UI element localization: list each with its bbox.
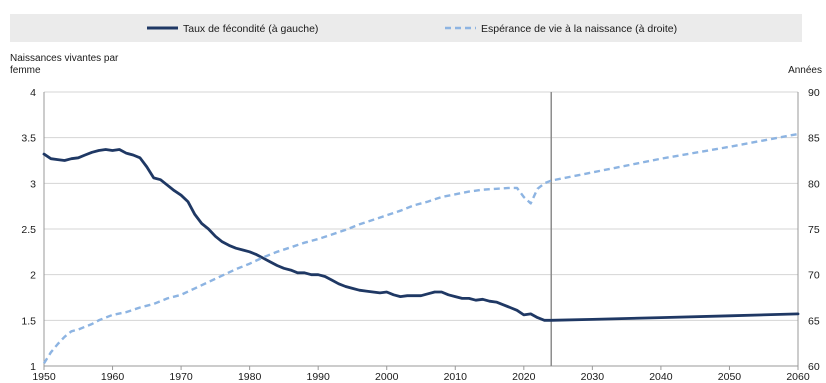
series-lines: [42, 132, 800, 364]
y-left-axis-title-line-1: Naissances vivantes par: [10, 53, 119, 64]
y-right-tick-label: 80: [808, 178, 820, 190]
tick-labels: 1 1.5 2 2.5 3 3.5 4 60 65 70 75 80 85 90 1950 1960 1970 1…: [21, 87, 819, 383]
y-left-tick-label: 1.5: [21, 315, 36, 327]
y-right-tick-label: 90: [808, 87, 820, 99]
x-tick-label: 2060: [786, 371, 810, 383]
x-tick-label: 1960: [101, 371, 125, 383]
legend-label-fertility: Taux de fécondité (à gauche): [183, 23, 318, 35]
x-tick-label: 1980: [238, 371, 262, 383]
y-left-tick-label: 3: [30, 178, 36, 190]
y-right-tick-label: 85: [808, 133, 820, 145]
y-right-tick-label: 60: [808, 361, 820, 373]
y-left-tick-label: 1: [30, 361, 36, 373]
y-right-axis-title: Années: [788, 65, 822, 76]
legend-label-life-expectancy: Espérance de vie à la naissance (à droit…: [481, 23, 677, 35]
y-left-tick-label: 2: [30, 270, 36, 282]
y-right-tick-label: 75: [808, 224, 820, 236]
x-tick-label: 2000: [375, 371, 399, 383]
y-right-tick-label: 65: [808, 315, 820, 327]
y-left-tick-label: 2.5: [21, 224, 36, 236]
y-left-axis-title-line-2: femme: [10, 65, 41, 76]
legend-box: [10, 14, 802, 42]
y-left-tick-label: 3.5: [21, 133, 36, 145]
x-tick-label: 2040: [649, 371, 673, 383]
y-right-tick-label: 70: [808, 270, 820, 282]
x-tick-label: 2020: [512, 371, 536, 383]
x-tick-label: 1970: [169, 371, 193, 383]
x-tick-label: 2010: [444, 371, 468, 383]
gridlines: [43, 91, 799, 370]
y-left-tick-label: 4: [30, 87, 36, 99]
series-line-fertility: [42, 148, 800, 322]
x-tick-label: 2030: [581, 371, 605, 383]
x-tick-label: 2050: [718, 371, 742, 383]
x-tick-label: 1950: [32, 371, 56, 383]
series-line-life-expectancy: [42, 132, 799, 364]
x-tick-label: 1990: [307, 371, 331, 383]
